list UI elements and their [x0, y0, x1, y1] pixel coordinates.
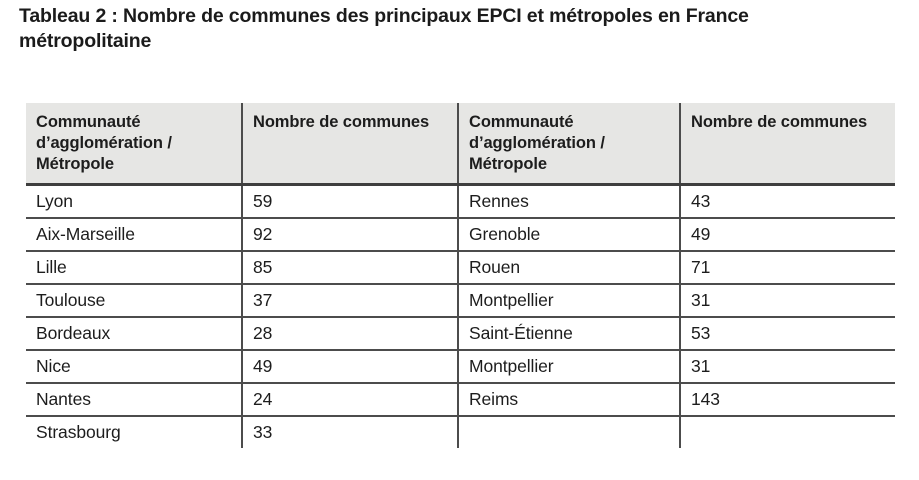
cell-communes-count: 31 — [679, 350, 895, 385]
cell-metropole: Saint-Étienne — [457, 317, 680, 352]
table-title: Tableau 2 : Nombre de communes des princ… — [19, 5, 749, 53]
cell-metropole: Aix-Marseille — [26, 218, 242, 253]
cell-communes-count: 24 — [241, 383, 458, 418]
cell-metropole — [457, 416, 680, 449]
cell-metropole: Nantes — [26, 383, 242, 418]
cell-metropole: Montpellier — [457, 350, 680, 385]
cell-metropole: Bordeaux — [26, 317, 242, 352]
cell-metropole: Rennes — [457, 184, 680, 220]
header-row: Communauté d’agglomération / Métropole N… — [26, 103, 895, 187]
cell-communes-count: 85 — [241, 251, 458, 286]
cell-communes-count: 92 — [241, 218, 458, 253]
cell-communes-count: 143 — [679, 383, 895, 418]
cell-communes-count: 71 — [679, 251, 895, 286]
cell-communes-count: 53 — [679, 317, 895, 352]
cell-metropole: Montpellier — [457, 284, 680, 319]
cell-metropole: Nice — [26, 350, 242, 385]
table-row: Lyon 59 Rennes 43 — [26, 184, 895, 220]
cell-communes-count — [679, 416, 895, 449]
cell-metropole: Grenoble — [457, 218, 680, 253]
cell-communes-count: 33 — [241, 416, 458, 449]
column-header-metropole-right: Communauté d’agglomération / Métropole — [457, 103, 680, 187]
table-row: Nice 49 Montpellier 31 — [26, 350, 895, 385]
cell-metropole: Strasbourg — [36, 422, 121, 443]
table-row: Lille 85 Rouen 71 — [26, 251, 895, 286]
cell-communes-count: 28 — [241, 317, 458, 352]
column-header-count-right: Nombre de communes — [679, 103, 895, 187]
cell-communes-count: 43 — [679, 184, 895, 220]
cell-metropole: Lille — [26, 251, 242, 286]
cell-communes-count: 31 — [679, 284, 895, 319]
cell-metropole: Toulouse — [26, 284, 242, 319]
cell-metropole: Reims — [457, 383, 680, 418]
table-row: Aix-Marseille 92 Grenoble 49 — [26, 218, 895, 253]
table-row: Nantes 24 Reims 143 — [26, 383, 895, 418]
cell-metropole: Rouen — [457, 251, 680, 286]
column-header-count-left: Nombre de communes — [241, 103, 458, 187]
cell-communes-count: 59 — [241, 184, 458, 220]
table-row: Toulouse 37 Montpellier 31 — [26, 284, 895, 319]
column-header-metropole-left: Communauté d’agglomération / Métropole — [26, 103, 242, 187]
table-row: Strasbourg 33 — [26, 416, 895, 449]
communes-table: Communauté d’agglomération / Métropole N… — [26, 103, 895, 449]
table-row: Bordeaux 28 Saint-Étienne 53 — [26, 317, 895, 352]
cell-communes-count: 49 — [241, 350, 458, 385]
cell-metropole: Lyon — [26, 184, 242, 220]
cell-communes-count: 37 — [241, 284, 458, 319]
cell-communes-count: 49 — [679, 218, 895, 253]
